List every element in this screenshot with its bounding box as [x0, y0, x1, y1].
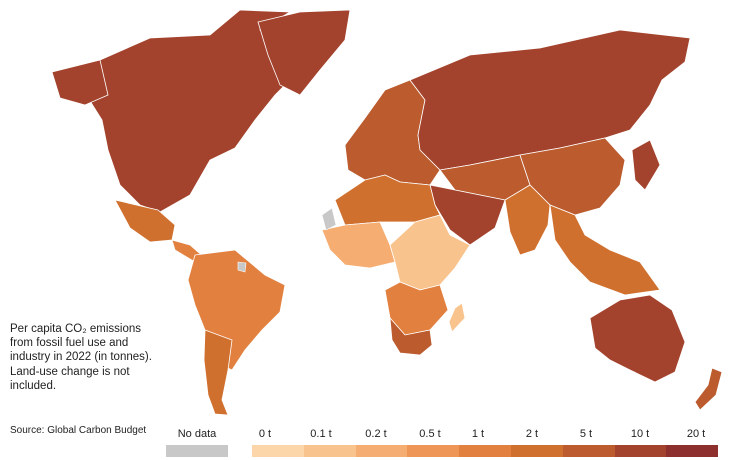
region-no-data-western-sahara — [321, 207, 337, 231]
region-russia — [409, 29, 691, 171]
legend-no-data-swatch — [166, 445, 228, 457]
legend-swatch-2 — [355, 445, 408, 457]
map-description: Per capita CO₂ emissions from fossil fue… — [10, 323, 152, 392]
legend-swatch-0 — [252, 445, 304, 457]
region-south-africa — [389, 316, 433, 356]
region-japan-korea — [631, 139, 661, 191]
region-new-zealand — [694, 367, 723, 411]
region-chile-argentina — [203, 329, 233, 416]
region-madagascar — [448, 302, 466, 333]
region-india — [504, 184, 551, 256]
legend-label-3: 0.5 t — [419, 428, 441, 440]
legend-swatch-5 — [511, 445, 563, 457]
region-east-africa — [389, 214, 471, 291]
region-southeast-asia — [549, 204, 661, 296]
region-alaska — [51, 59, 109, 106]
legend-no-data-label: No data — [177, 428, 217, 440]
region-north-america — [79, 9, 301, 213]
legend-swatch-4 — [459, 445, 511, 457]
legend-label-7: 10 t — [630, 428, 650, 440]
legend-label-6: 5 t — [579, 428, 593, 440]
region-greenland — [257, 9, 351, 96]
legend-label-0: 0 t — [258, 428, 272, 440]
region-no-data-french-guiana — [237, 261, 247, 273]
legend-label-4: 1 t — [471, 428, 485, 440]
legend-label-2: 0.2 t — [365, 428, 387, 440]
legend-swatch-6 — [562, 445, 615, 457]
legend-swatch-1 — [303, 445, 356, 457]
region-south-america — [187, 249, 286, 371]
legend-swatch-8 — [666, 445, 718, 457]
region-west-africa — [321, 221, 396, 269]
world-map — [51, 9, 723, 416]
legend-swatch-7 — [614, 445, 667, 457]
region-middle-east — [429, 184, 506, 246]
source-note: Source: Global Carbon Budget — [10, 425, 147, 436]
legend-label-5: 2 t — [525, 428, 539, 440]
region-australia — [589, 294, 686, 383]
legend-swatch-3 — [407, 445, 460, 457]
legend-label-8: 20 t — [686, 428, 706, 440]
legend-label-1: 0.1 t — [310, 428, 332, 440]
